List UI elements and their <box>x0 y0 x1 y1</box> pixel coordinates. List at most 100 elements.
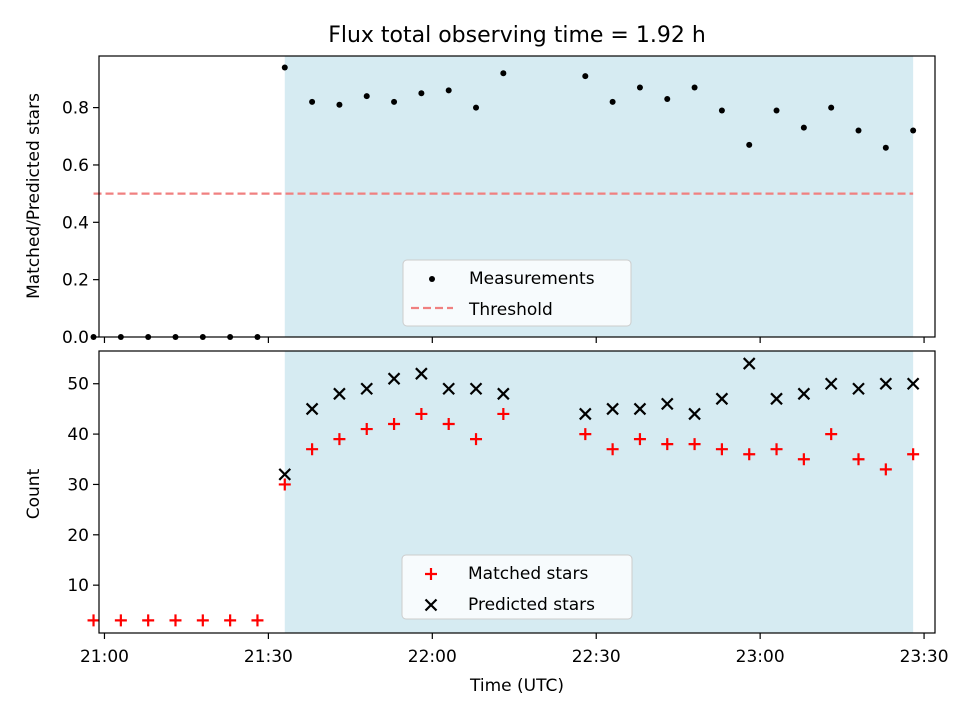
legend-predicted-swatch <box>424 598 438 612</box>
measurement-point <box>391 98 398 105</box>
x-tick-label: 21:00 <box>80 647 129 667</box>
x-tick-label: 23:00 <box>736 647 785 667</box>
y-axis-label-bottom: Count <box>24 468 44 519</box>
series-matched-stars <box>87 407 920 627</box>
matched-star-point <box>770 443 783 456</box>
measurement-point <box>500 70 507 77</box>
measurement-point <box>418 90 425 97</box>
predicted-star-point <box>360 382 374 396</box>
predicted-star-point <box>278 468 292 481</box>
measurement-point <box>855 127 862 134</box>
x-tick-label: 21:30 <box>244 647 293 667</box>
legend-measurement-swatch <box>429 276 435 282</box>
predicted-star-point <box>415 367 428 380</box>
measurement-point <box>582 73 589 80</box>
predicted-star-point <box>469 382 483 396</box>
measurement-point <box>691 84 698 91</box>
matched-star-point <box>497 407 510 420</box>
matched-star-point <box>360 423 373 436</box>
matched-star-point <box>661 438 674 451</box>
matched-star-point <box>142 614 155 627</box>
predicted-star-point <box>579 407 592 421</box>
predicted-star-point <box>497 387 510 401</box>
bottom-panel: 10 20 30 40 50 21:00 21:30 22:00 22:30 23:00 23:30… <box>67 350 949 667</box>
legend: Measurements Threshold <box>402 259 632 327</box>
x-tick-label: 23:30 <box>900 647 949 667</box>
legend-box <box>402 259 632 327</box>
measurement-point <box>773 107 780 114</box>
measurement-point <box>636 84 643 91</box>
y-tick-label: 0.4 <box>62 213 89 233</box>
predicted-star-point <box>633 402 647 416</box>
measurement-point <box>800 124 807 131</box>
legend-box <box>401 554 633 620</box>
matched-star-point <box>879 463 892 476</box>
matched-star-point <box>224 614 237 627</box>
measurement-point <box>445 87 452 94</box>
legend-label: Matched stars <box>468 564 588 584</box>
matched-star-point <box>579 428 592 441</box>
y-tick-label: 10 <box>67 576 89 596</box>
axes-frame <box>98 55 936 338</box>
predicted-star-point <box>660 397 674 411</box>
measurement-point <box>828 104 835 111</box>
x-axis-label: Time (UTC) <box>469 676 564 696</box>
measurement-point <box>910 127 917 134</box>
top-panel: 0.0 0.2 0.4 0.6 0.8 Measurements Threshold <box>62 55 936 348</box>
predicted-star-point <box>442 382 455 396</box>
predicted-star-point <box>824 377 838 391</box>
matched-star-point <box>87 614 100 627</box>
measurement-point <box>746 141 753 148</box>
predicted-star-point <box>906 377 920 391</box>
measurement-point <box>363 93 370 100</box>
predicted-star-point <box>333 387 346 401</box>
matched-star-point <box>743 448 756 461</box>
series-predicted-stars <box>278 357 920 481</box>
x-tick-label: 22:00 <box>408 647 457 667</box>
matched-star-point <box>169 614 182 627</box>
matched-star-point <box>606 443 619 456</box>
axes-frame <box>98 350 936 634</box>
y-tick-label: 30 <box>67 475 89 495</box>
matched-star-point <box>470 433 483 446</box>
matched-star-point <box>688 438 701 451</box>
predicted-star-point <box>688 407 701 421</box>
measurement-point <box>336 101 343 108</box>
measurement-point <box>309 98 316 105</box>
matched-star-point <box>388 418 401 431</box>
matched-star-point <box>715 443 728 456</box>
matched-star-point <box>251 614 264 627</box>
legend-label: Predicted stars <box>468 595 595 615</box>
matched-star-point <box>907 448 920 461</box>
predicted-star-point <box>606 402 619 416</box>
x-tick-label: 22:30 <box>572 647 621 667</box>
legend: Matched stars Predicted stars <box>401 554 633 620</box>
measurement-point <box>664 96 671 103</box>
y-tick-label: 0.2 <box>62 271 89 291</box>
matched-star-point <box>278 478 291 491</box>
measurement-point <box>882 144 889 151</box>
predicted-star-point <box>770 392 783 406</box>
predicted-star-point <box>387 372 401 385</box>
predicted-star-point <box>879 377 893 391</box>
legend-matched-swatch <box>425 568 437 580</box>
predicted-star-point <box>797 387 811 401</box>
matched-star-point <box>333 433 346 446</box>
matched-star-point <box>442 418 455 431</box>
matched-star-point <box>797 453 810 466</box>
matched-star-point <box>825 428 838 441</box>
legend-label: Measurements <box>469 269 595 289</box>
chart-title: Flux total observing time = 1.92 h <box>328 23 706 48</box>
predicted-star-point <box>852 382 865 396</box>
y-axis-label-top: Matched/Predicted stars <box>24 93 44 299</box>
measurement-point <box>609 98 616 105</box>
matched-star-point <box>415 407 428 420</box>
measurement-point <box>473 104 480 111</box>
matched-star-point <box>633 433 646 446</box>
y-tick-label: 0.6 <box>62 156 89 176</box>
matched-star-point <box>196 614 209 627</box>
matched-star-point <box>114 614 127 627</box>
y-tick-label: 0.8 <box>62 99 89 119</box>
matched-star-point <box>852 453 865 466</box>
